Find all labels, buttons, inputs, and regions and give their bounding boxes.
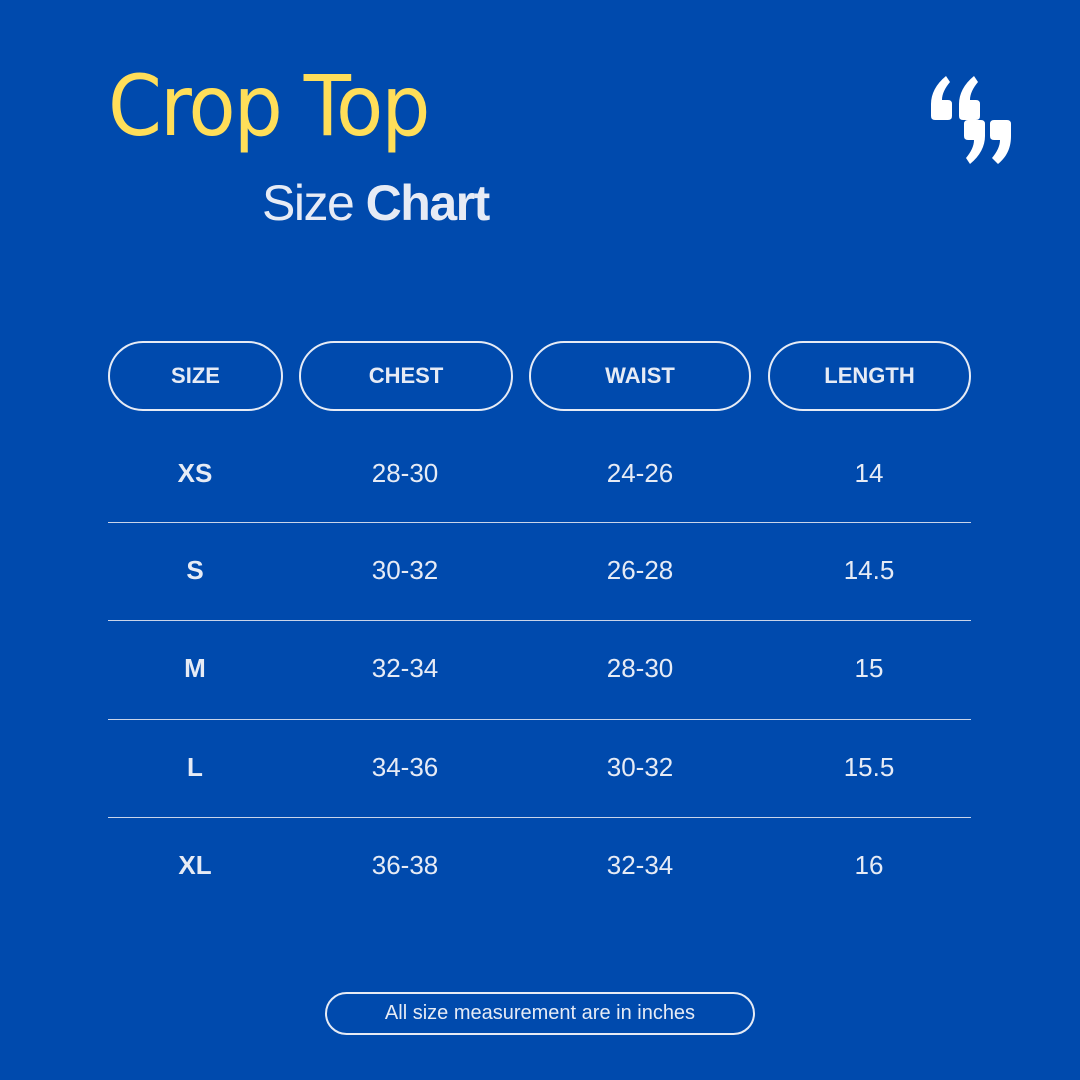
footer-note: All size measurement are in inches (325, 992, 755, 1035)
page-title: Crop Top (108, 57, 430, 155)
header-length: LENGTH (768, 341, 971, 411)
cell-length: 15.5 (843, 752, 895, 782)
cell-size: M (184, 653, 206, 683)
quotation-marks-icon (931, 76, 1011, 164)
cell-length: 15 (854, 653, 884, 683)
cell-size: XL (178, 850, 212, 880)
row-divider (108, 719, 971, 720)
header-chest: CHEST (299, 341, 513, 411)
quotation-open-left-icon (931, 76, 952, 120)
quotation-close-left-icon (964, 120, 985, 164)
row-divider (108, 817, 971, 818)
quotation-close-right-icon (990, 120, 1011, 164)
cell-waist: 28-30 (606, 653, 674, 683)
header-size: SIZE (108, 341, 283, 411)
cell-chest: 34-36 (371, 752, 439, 782)
cell-waist: 24-26 (606, 458, 674, 488)
subtitle-bold: Chart (365, 175, 491, 231)
cell-chest: 30-32 (371, 555, 439, 585)
cell-chest: 28-30 (371, 458, 439, 488)
page-subtitle: Size Chart (262, 175, 491, 231)
subtitle-light: Size (262, 175, 355, 231)
cell-length: 14 (854, 458, 884, 488)
cell-size: S (186, 555, 204, 585)
quotation-open-right-icon (959, 76, 980, 120)
header-waist: WAIST (529, 341, 751, 411)
row-divider (108, 620, 971, 621)
cell-waist: 26-28 (606, 555, 674, 585)
row-divider (108, 522, 971, 523)
cell-waist: 30-32 (606, 752, 674, 782)
cell-waist: 32-34 (606, 850, 674, 880)
cell-size: L (187, 752, 203, 782)
cell-chest: 36-38 (371, 850, 439, 880)
cell-length: 14.5 (843, 555, 895, 585)
cell-size: XS (177, 458, 213, 488)
cell-chest: 32-34 (371, 653, 439, 683)
cell-length: 16 (854, 850, 884, 880)
